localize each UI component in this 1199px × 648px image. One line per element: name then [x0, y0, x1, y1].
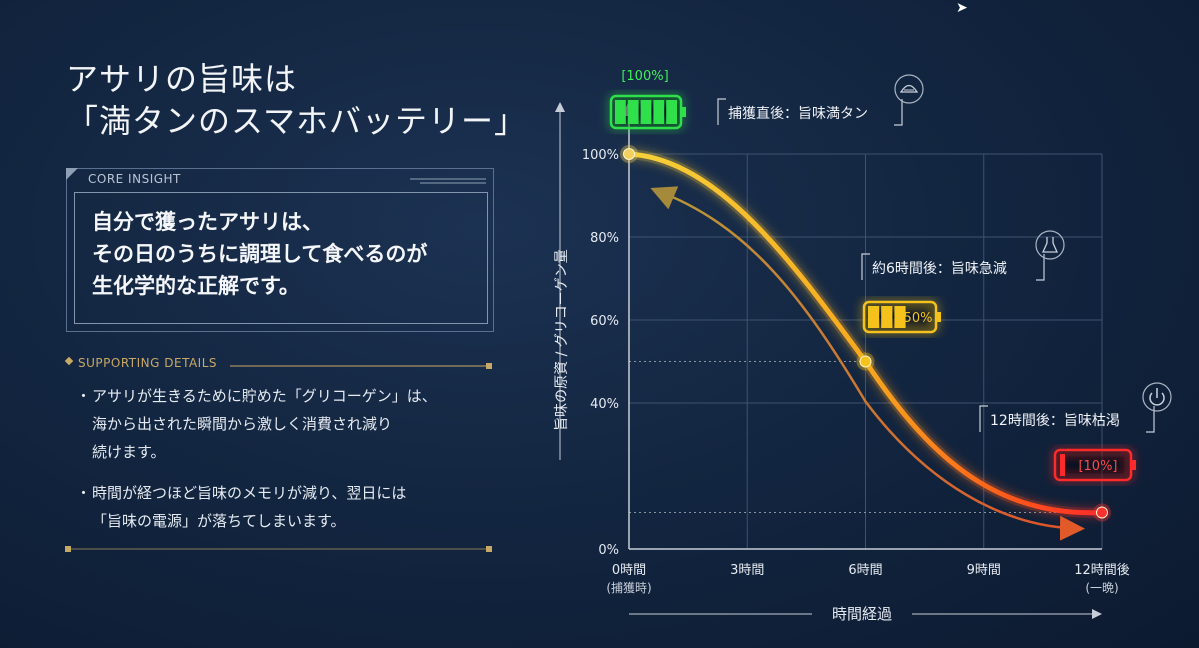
battery-segment [640, 100, 652, 124]
battery-segment [894, 306, 906, 328]
battery-segment [615, 100, 626, 124]
bullet-mark: ・ [76, 387, 92, 405]
x-tick-label: 6時間 [848, 563, 882, 578]
title-line-2: 「満タンのスマホバッテリー」 [66, 102, 528, 140]
x-tick-label: 12時間後 [1074, 563, 1130, 578]
clam-shell [899, 84, 919, 93]
core-insight-text: 自分で獲ったアサリは、 その日のうちに調理して食べるのが 生化学的な正解です。 [92, 206, 427, 302]
annotation-6h: 約6時間後：旨味急減 [861, 253, 1045, 281]
bracket-right [1036, 254, 1045, 281]
battery-full-icon [609, 94, 686, 130]
battery-label: 50% [904, 311, 933, 326]
y-tick-label: 60% [590, 314, 619, 329]
tick-labels: 0% 40% 60% 80% 100% 0時間 (捕獲時) 3時間 6時間 9時間 12時間後 (一晩… [554, 148, 1130, 623]
series-curve [620, 145, 1111, 541]
icon-ring [894, 74, 924, 104]
data-point [1096, 506, 1108, 519]
bracket-left [861, 253, 870, 280]
axes [555, 101, 1102, 619]
battery-half-icon [862, 300, 941, 334]
bullet-line: アサリが生きるために貯めた「グリコーゲン」は、 [92, 387, 437, 405]
x-tick-label: 9時間 [967, 563, 1001, 578]
x-tick-label: 0時間 [612, 563, 646, 578]
clam-icon [894, 74, 924, 104]
x-tick-sublabel: (一晩) [1085, 581, 1118, 595]
battery-low-icon [1053, 448, 1136, 482]
battery-label: [10%] [1078, 459, 1117, 474]
y-tick-label: 80% [590, 231, 619, 246]
power-arc [1149, 392, 1165, 406]
y-tick-label: 40% [590, 397, 619, 412]
data-point [859, 355, 872, 368]
battery-segment [1060, 454, 1065, 476]
bracket-right [1146, 406, 1155, 433]
core-insight-frame [66, 168, 494, 332]
bullet-item: ・時間が経つほど旨味のメモリが減り、翌日には 「旨味の電源」が落ちてしまいます。 [76, 479, 496, 535]
divider-end [486, 546, 492, 552]
battery-tip [1131, 460, 1136, 470]
battery-segment [653, 100, 665, 124]
bullet-item: ・アサリが生きるために貯めた「グリコーゲン」は、 海から出された瞬間から激しく消… [76, 382, 496, 466]
bullet-line: 続けます。 [92, 443, 166, 461]
x-tick-label: 3時間 [730, 563, 764, 578]
core-insight-label: CORE INSIGHT [88, 172, 181, 186]
icon-ring [1142, 382, 1172, 412]
core-insight-line: 生化学的な正解です。 [92, 274, 300, 298]
core-insight-line: その日のうちに調理して食べるのが [92, 242, 428, 266]
annotation-text: 捕獲直後：旨味満タン [728, 105, 868, 122]
trend-arrow [654, 188, 1085, 541]
page-title: アサリの旨味は 「満タンのスマホバッテリー」 [66, 58, 527, 142]
bracket-left [979, 405, 988, 432]
battery-tip [936, 312, 941, 322]
bullet-mark: ・ [76, 484, 92, 502]
annotation-capture: 捕獲直後：旨味満タン [717, 98, 903, 126]
y-axis-title: 旨味の原資 / グリコーゲン量 [554, 249, 570, 431]
mouse-cursor-icon: ➤ [956, 0, 968, 16]
supporting-details-label: SUPPORTING DETAILS [78, 356, 218, 370]
divider-end [65, 546, 71, 552]
flask-body [1041, 237, 1059, 253]
corner-accent [66, 168, 78, 180]
grid [629, 153, 1103, 549]
icon-ring [1035, 230, 1065, 260]
x-axis-title: 時間経過 [832, 605, 892, 623]
power-icon [1142, 382, 1172, 412]
battery-tip [681, 107, 686, 117]
bracket-left [717, 98, 726, 125]
core-insight-inner-frame [74, 192, 488, 324]
bullet-line: 時間が経つほど旨味のメモリが減り、翌日には [92, 484, 407, 502]
annotation-12h: 12時間後：旨味枯渇 [979, 405, 1155, 433]
y-tick-label: 100% [582, 148, 619, 163]
bracket-right [894, 99, 903, 126]
battery-segment [666, 100, 677, 124]
annotation-text: 約6時間後：旨味急減 [872, 260, 1007, 277]
annotation-text: 12時間後：旨味枯渇 [990, 413, 1120, 429]
core-insight-line: 自分で獲ったアサリは、 [92, 210, 323, 234]
bullet-line: 「旨味の電源」が落ちてしまいます。 [92, 512, 346, 530]
bullet-line: 海から出された瞬間から激しく消費され減り [92, 415, 393, 433]
battery-segment [881, 306, 893, 328]
battery-segment [627, 100, 639, 124]
y-tick-label: 0% [598, 543, 619, 558]
title-line-1: アサリの旨味は [66, 60, 298, 98]
data-point [623, 148, 635, 160]
divider-end [486, 363, 492, 369]
battery-label-top: [100%] [621, 69, 668, 84]
trend-arrow-head [650, 186, 679, 210]
x-tick-sublabel: (捕獲時) [606, 580, 651, 595]
battery-segment [868, 306, 880, 328]
flask-icon [1035, 230, 1065, 260]
